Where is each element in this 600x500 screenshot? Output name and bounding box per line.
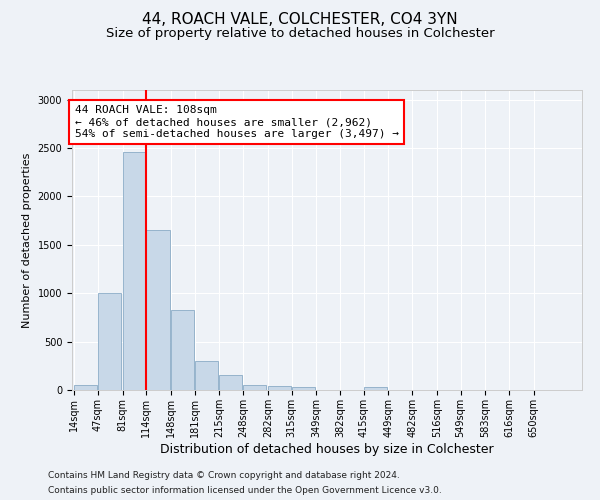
- Bar: [268, 386, 291, 390]
- Bar: [195, 361, 218, 390]
- Bar: [98, 293, 121, 390]
- Text: 44, ROACH VALE, COLCHESTER, CO4 3YN: 44, ROACH VALE, COLCHESTER, CO4 3YN: [142, 12, 458, 28]
- Bar: [292, 387, 315, 390]
- Bar: [171, 310, 194, 390]
- Bar: [220, 376, 242, 390]
- Bar: [74, 385, 97, 390]
- Bar: [243, 385, 266, 390]
- Text: Contains public sector information licensed under the Open Government Licence v3: Contains public sector information licen…: [48, 486, 442, 495]
- Text: 44 ROACH VALE: 108sqm
← 46% of detached houses are smaller (2,962)
54% of semi-d: 44 ROACH VALE: 108sqm ← 46% of detached …: [75, 106, 399, 138]
- Text: Distribution of detached houses by size in Colchester: Distribution of detached houses by size …: [160, 442, 494, 456]
- Text: Contains HM Land Registry data © Crown copyright and database right 2024.: Contains HM Land Registry data © Crown c…: [48, 471, 400, 480]
- Bar: [364, 387, 387, 390]
- Text: Size of property relative to detached houses in Colchester: Size of property relative to detached ho…: [106, 28, 494, 40]
- Bar: [122, 152, 146, 390]
- Bar: [146, 230, 170, 390]
- Y-axis label: Number of detached properties: Number of detached properties: [22, 152, 32, 328]
